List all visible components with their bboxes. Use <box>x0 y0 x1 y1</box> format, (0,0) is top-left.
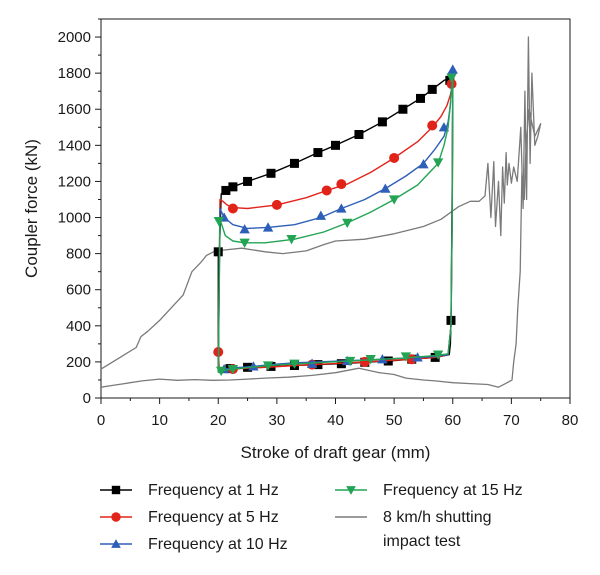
data-point <box>398 104 408 114</box>
legend: Frequency at 1 Hz Frequency at 5 Hz Freque… <box>100 482 523 553</box>
legend-label: Frequency at 15 Hz <box>383 482 523 499</box>
data-point <box>228 182 238 192</box>
data-point <box>380 183 391 193</box>
data-point <box>286 235 297 245</box>
y-tick-label: 2000 <box>58 29 91 46</box>
data-point <box>262 361 274 371</box>
y-tick-label: 600 <box>66 282 91 299</box>
data-point <box>354 130 364 140</box>
data-point <box>315 210 327 220</box>
legend-item: 8 km/h shutting impact test <box>335 509 492 550</box>
data-point <box>336 179 347 190</box>
series-line <box>100 36 542 388</box>
data-point <box>432 158 444 168</box>
data-point <box>321 185 332 196</box>
data-point <box>344 356 356 367</box>
data-point <box>377 117 387 127</box>
data-point <box>438 122 450 132</box>
x-axis: 0 10 20 30 40 50 60 70 80 <box>97 398 579 429</box>
data-point <box>365 355 376 365</box>
y-tick-label: 1000 <box>58 210 91 227</box>
data-point <box>427 84 437 94</box>
data-point <box>331 140 340 150</box>
series-3 <box>213 73 457 377</box>
x-tick-label: 20 <box>210 412 227 429</box>
data-point <box>213 247 223 257</box>
y-tick-label: 800 <box>66 246 91 263</box>
y-tick-label: 0 <box>83 390 91 407</box>
legend-label-line: 8 km/h shutting <box>383 509 492 526</box>
legend-label: 8 km/h shutting impact test <box>383 509 492 550</box>
data-point <box>342 218 353 229</box>
x-tick-label: 50 <box>386 412 403 429</box>
legend-item: Frequency at 1 Hz <box>100 482 279 499</box>
data-point <box>313 148 323 158</box>
data-point <box>266 168 276 178</box>
legend-label: Frequency at 10 Hz <box>148 536 288 553</box>
data-point <box>262 222 274 232</box>
data-point <box>346 486 356 495</box>
series-2 <box>217 64 458 374</box>
y-tick-label: 1200 <box>58 173 91 190</box>
data-point <box>389 152 400 163</box>
data-point <box>336 203 347 213</box>
data-point <box>432 350 444 360</box>
legend-label: Frequency at 5 Hz <box>148 509 279 526</box>
series-line <box>217 77 454 374</box>
y-tick-label: 1800 <box>58 65 91 82</box>
x-tick-label: 10 <box>151 412 168 429</box>
data-point <box>111 512 121 522</box>
data-point <box>213 216 225 227</box>
series-0 <box>213 75 456 374</box>
data-point <box>447 64 458 74</box>
legend-label: Frequency at 1 Hz <box>148 482 279 499</box>
y-tick-label: 1600 <box>58 101 91 118</box>
y-tick-label: 400 <box>66 318 91 335</box>
x-tick-label: 0 <box>97 412 105 429</box>
data-point <box>227 203 238 214</box>
legend-item: Frequency at 15 Hz <box>335 482 523 499</box>
data-point <box>221 185 231 195</box>
x-tick-label: 40 <box>327 412 344 429</box>
data-point <box>416 93 426 103</box>
y-axis: 0 200 400 600 800 1000 1200 1400 1600 1800 2000 <box>58 18 101 407</box>
data-point <box>239 224 250 234</box>
y-axis-title: Coupler force (kN) <box>22 139 41 278</box>
legend-label-line: impact test <box>383 533 461 550</box>
data-point <box>248 361 259 371</box>
series-line <box>217 68 454 373</box>
data-point <box>289 158 299 168</box>
x-axis-title: Stroke of draft gear (mm) <box>241 443 431 462</box>
series-layer <box>100 36 542 388</box>
data-point <box>446 73 457 83</box>
data-point <box>243 176 253 186</box>
data-point <box>227 364 239 375</box>
data-point <box>271 199 282 210</box>
series-1 <box>213 78 457 375</box>
data-point <box>111 539 121 548</box>
x-tick-label: 80 <box>562 412 579 429</box>
x-tick-label: 30 <box>269 412 286 429</box>
x-tick-label: 70 <box>503 412 520 429</box>
y-tick-label: 200 <box>66 354 91 371</box>
data-point <box>239 238 250 248</box>
legend-item: Frequency at 5 Hz <box>100 509 279 526</box>
data-point <box>400 352 412 362</box>
data-point <box>289 359 300 369</box>
data-point <box>216 366 227 377</box>
legend-item: Frequency at 10 Hz <box>100 536 288 553</box>
plot-area <box>100 18 571 399</box>
x-tick-label: 60 <box>444 412 461 429</box>
data-point <box>418 159 429 169</box>
data-point <box>388 195 400 205</box>
y-tick-label: 1400 <box>58 137 91 154</box>
series-line <box>217 76 454 372</box>
data-point <box>111 485 121 495</box>
data-point <box>427 120 438 131</box>
series-4 <box>100 36 542 388</box>
